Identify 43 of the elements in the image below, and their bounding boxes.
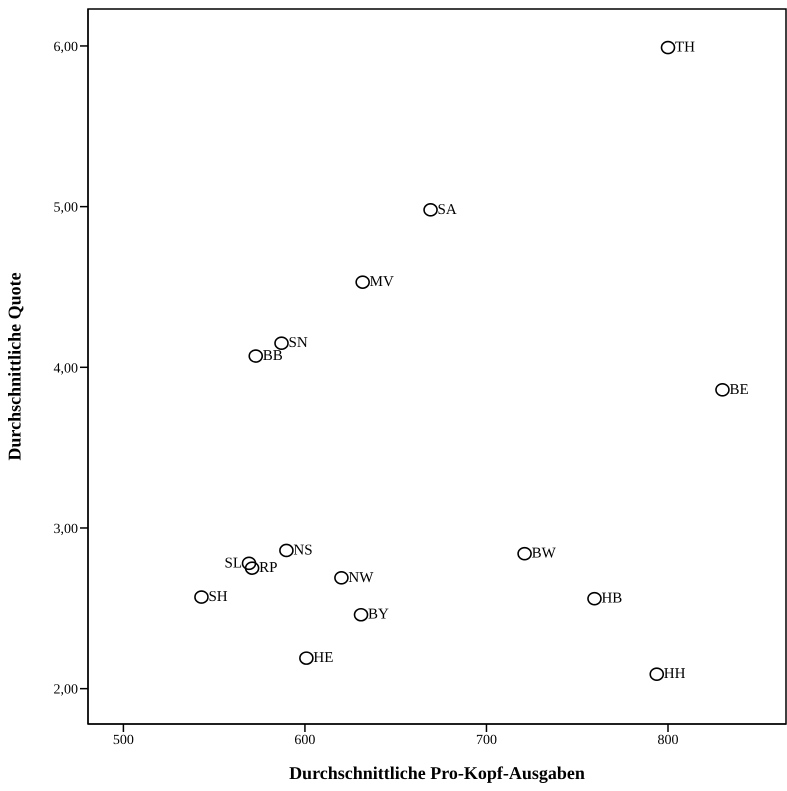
- point: [194, 590, 209, 604]
- x-axis-title: Durchschnittliche Pro-Kopf-Ausgaben: [289, 763, 585, 783]
- point: [274, 336, 289, 350]
- x-tick-label: 700: [476, 732, 497, 748]
- annotation: TH: [675, 40, 696, 56]
- annotation: SH: [208, 589, 228, 606]
- x-tick-label: 600: [294, 732, 316, 748]
- annotation: BW: [532, 546, 557, 562]
- y-tick-label: 5,00: [54, 200, 78, 216]
- annotation: SA: [438, 202, 457, 218]
- annotation: BB: [262, 348, 283, 364]
- point: [715, 383, 730, 397]
- annotation: SN: [288, 335, 308, 352]
- x-tick-label: 800: [658, 732, 679, 748]
- annotation: BE: [729, 382, 749, 398]
- y-axis-title: Durchschnittliche Quote: [4, 272, 24, 461]
- annotation: HH: [664, 666, 686, 682]
- point: [248, 349, 264, 363]
- annotation: BY: [368, 606, 390, 623]
- point: [279, 544, 294, 558]
- annotation: NW: [348, 570, 374, 586]
- y-tick-label: 6,00: [54, 40, 78, 55]
- x-tick-label: 500: [112, 732, 134, 748]
- point: [242, 556, 256, 570]
- point: [244, 561, 260, 575]
- annotation: HB: [601, 590, 622, 607]
- annotation: SL: [224, 555, 242, 572]
- annotation: HE: [313, 650, 334, 666]
- point: [660, 40, 676, 54]
- point: [334, 570, 349, 585]
- annotation: MV: [370, 274, 394, 290]
- point: [517, 546, 532, 560]
- y-tick-label: 2,00: [54, 682, 78, 698]
- y-tick-label: 3,00: [54, 522, 78, 537]
- point: [587, 592, 602, 606]
- annotation: RP: [259, 560, 278, 576]
- point: [423, 203, 438, 217]
- point: [355, 275, 370, 289]
- y-tick-label: 4,00: [54, 361, 78, 376]
- point: [649, 667, 664, 681]
- point: [354, 608, 368, 622]
- point: [299, 651, 314, 665]
- annotation: NS: [293, 542, 313, 558]
